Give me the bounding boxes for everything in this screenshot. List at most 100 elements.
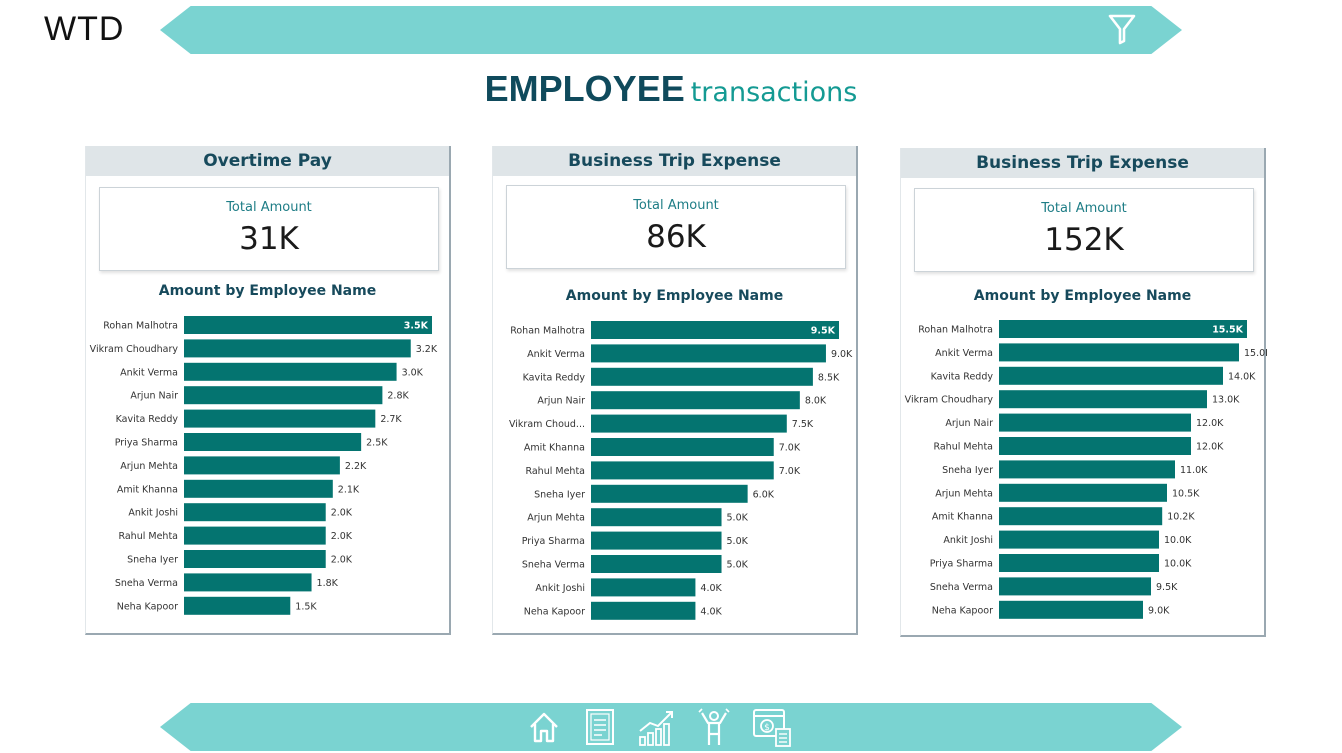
app-logo: WTD (44, 10, 125, 48)
bar-value-label: 9.0K (1148, 605, 1170, 616)
bar-category-label: Ankit Verma (527, 349, 585, 360)
bar-value-label: 3.5K (404, 321, 429, 332)
bar-category-label: Kavita Reddy (116, 414, 179, 425)
bar[interactable] (591, 391, 800, 410)
bar[interactable] (184, 316, 432, 334)
kpi-label: Total Amount (1041, 201, 1127, 216)
bar[interactable] (999, 530, 1159, 549)
bar[interactable] (999, 460, 1175, 479)
home-icon[interactable] (526, 707, 562, 747)
employee-icon[interactable] (696, 707, 732, 747)
bar[interactable] (184, 339, 411, 358)
bar-category-label: Arjun Nair (945, 418, 993, 429)
bar-category-label: Arjun Nair (130, 391, 178, 402)
bar-value-label: 8.5K (818, 372, 840, 383)
bar-value-label: 7.0K (779, 466, 801, 477)
page-title: EMPLOYEE transactions (0, 68, 1342, 110)
bar[interactable] (591, 578, 696, 597)
bar[interactable] (999, 390, 1207, 409)
bar-category-label: Kavita Reddy (931, 371, 994, 382)
bar-value-label: 14.0K (1228, 371, 1256, 382)
kpi-value: 31K (239, 221, 299, 257)
total-amount-kpi: Total Amount 152K (914, 188, 1254, 272)
bar[interactable] (184, 386, 383, 405)
bar[interactable] (591, 508, 722, 527)
bar-category-label: Ankit Verma (120, 367, 178, 378)
trend-chart-icon[interactable] (638, 707, 678, 747)
svg-text:$: $ (764, 723, 770, 733)
business-trip-expense-card: Business Trip Expense Total Amount 86K A… (492, 146, 858, 635)
amount-by-employee-chart: Rohan Malhotra 9.5K Ankit Verma 9.0K Kavita … (509, 321, 853, 620)
bar-value-label: 10.0K (1164, 535, 1192, 546)
bar[interactable] (184, 409, 376, 428)
bar[interactable] (184, 596, 291, 615)
amount-by-employee-chart: Rohan Malhotra 3.5K Vikram Choudhary 3.2K An… (90, 316, 438, 615)
bar[interactable] (184, 479, 333, 498)
kpi-value: 86K (646, 219, 706, 255)
bar-value-label: 9.5K (811, 326, 836, 337)
bar[interactable] (184, 433, 362, 451)
bar-value-label: 6.0K (753, 489, 775, 500)
bar[interactable] (999, 483, 1167, 502)
bar[interactable] (591, 601, 696, 620)
amount-by-employee-chart: Rohan Malhotra 15.5K Ankit Verma 15.0K Kavit… (905, 320, 1267, 619)
bar-category-label: Arjun Mehta (120, 461, 178, 472)
bar-value-label: 7.5K (792, 419, 814, 430)
bar-category-label: Priya Sharma (115, 438, 178, 449)
bar[interactable] (184, 526, 326, 545)
bar[interactable] (184, 503, 326, 522)
bar-value-label: 10.2K (1167, 512, 1195, 523)
bar[interactable] (591, 367, 813, 386)
bar[interactable] (591, 321, 839, 339)
bar-value-label: 12.0K (1196, 418, 1224, 429)
bar-category-label: Arjun Mehta (935, 488, 993, 499)
bar-value-label: 2.5K (366, 438, 388, 449)
bar-category-label: Rahul Mehta (525, 466, 585, 477)
bar-value-label: 13.0K (1212, 395, 1240, 406)
bar-value-label: 8.0K (805, 396, 827, 407)
total-amount-kpi: Total Amount 31K (99, 187, 439, 271)
bar-value-label: 5.0K (727, 513, 749, 524)
bar[interactable] (591, 438, 774, 456)
bar[interactable] (999, 320, 1247, 338)
page-title-main: EMPLOYEE (484, 68, 685, 109)
top-ribbon (160, 6, 1182, 54)
bar[interactable] (591, 555, 722, 573)
bar[interactable] (999, 413, 1191, 432)
bar-value-label: 4.0K (700, 606, 722, 617)
bar[interactable] (184, 573, 312, 592)
bar[interactable] (999, 577, 1151, 596)
bar[interactable] (999, 554, 1159, 572)
bar-category-label: Vikram Choudhary (905, 395, 994, 406)
bar[interactable] (999, 343, 1239, 362)
bar[interactable] (591, 414, 787, 433)
bar-value-label: 4.0K (700, 583, 722, 594)
bar[interactable] (999, 507, 1163, 526)
expense-calculator-icon[interactable]: $ (752, 707, 792, 747)
bar-value-label: 1.5K (295, 601, 317, 612)
bar-category-label: Amit Khanna (117, 484, 178, 495)
bar[interactable] (591, 344, 826, 363)
bar[interactable] (591, 461, 774, 480)
bar[interactable] (591, 531, 722, 550)
filter-icon[interactable] (1106, 12, 1138, 46)
kpi-value: 152K (1044, 222, 1124, 258)
total-amount-kpi: Total Amount 86K (506, 185, 846, 269)
bar-category-label: Sneha Verma (522, 560, 585, 571)
bar[interactable] (184, 550, 326, 568)
bar[interactable] (591, 484, 748, 503)
bar-value-label: 10.0K (1164, 559, 1192, 570)
bar-value-label: 15.0K (1244, 348, 1267, 359)
bar[interactable] (999, 366, 1223, 385)
report-icon[interactable] (582, 707, 618, 747)
bar[interactable] (999, 600, 1143, 619)
bar-category-label: Sneha Verma (115, 578, 178, 589)
bar-category-label: Sneha Iyer (942, 465, 993, 476)
bar[interactable] (999, 437, 1191, 455)
bar-category-label: Rahul Mehta (933, 442, 993, 453)
bar[interactable] (184, 362, 397, 381)
bar-value-label: 3.2K (416, 344, 438, 355)
bar-value-label: 5.0K (727, 560, 749, 571)
bar-value-label: 9.0K (831, 349, 853, 360)
bar[interactable] (184, 456, 340, 475)
